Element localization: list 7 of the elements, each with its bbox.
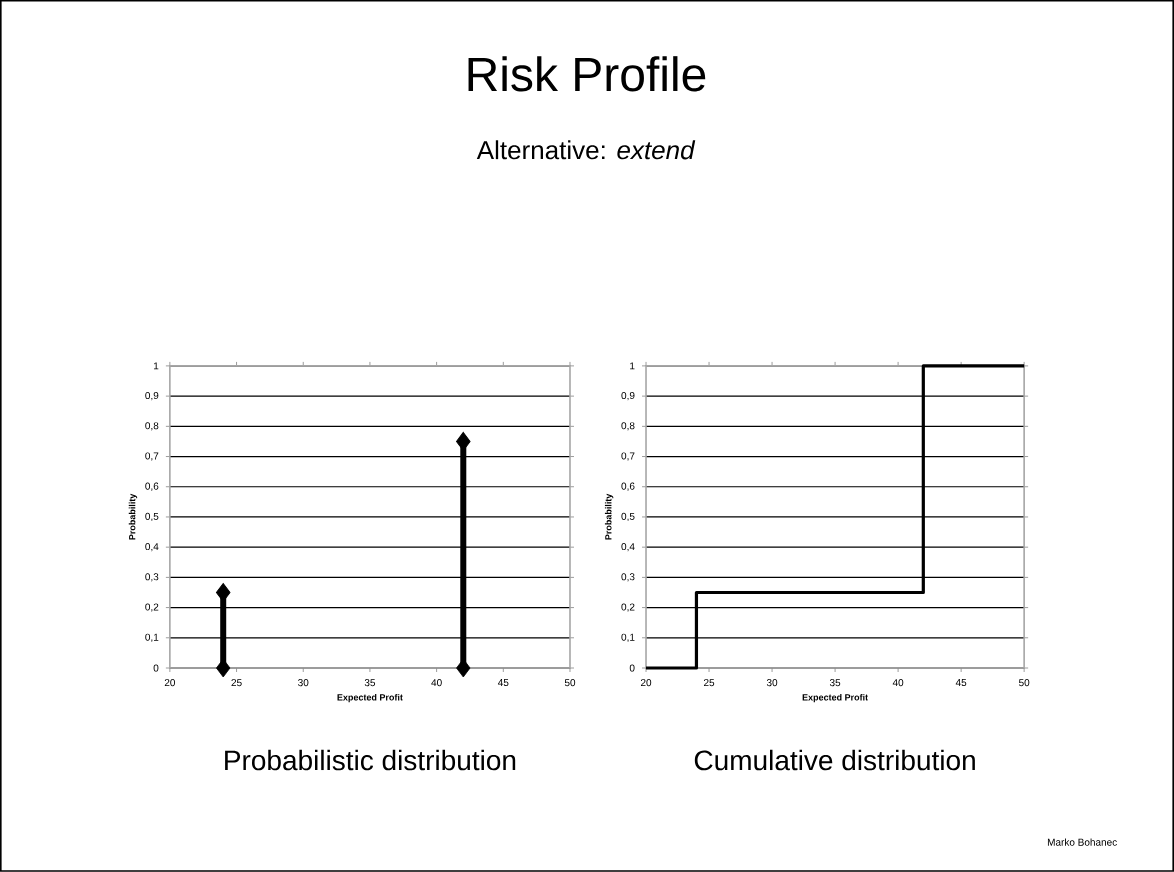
point: [456, 431, 471, 451]
point: [456, 658, 471, 678]
text: Probabilistic distribution: [225, 749, 516, 771]
text: Cumulative distribution: [694, 749, 975, 771]
text: Risk Profile: [468, 56, 706, 92]
text: Alternative: extend: [476, 140, 696, 160]
point: [216, 658, 231, 678]
